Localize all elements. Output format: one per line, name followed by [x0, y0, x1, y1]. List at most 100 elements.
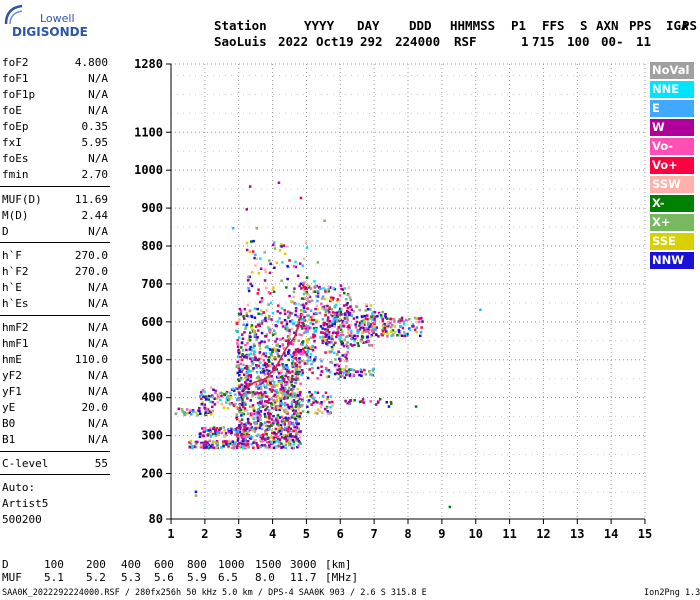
echo-point — [300, 313, 304, 316]
echo-point — [311, 315, 314, 318]
echo-point — [304, 326, 307, 330]
echo-point — [284, 416, 287, 420]
echo-point — [330, 335, 334, 338]
echo-point — [403, 334, 407, 338]
echo-point — [245, 208, 248, 211]
echo-point — [303, 362, 307, 365]
echo-point — [270, 378, 274, 381]
param-label: fmin — [2, 168, 29, 181]
echo-point — [236, 320, 239, 324]
muf-value: 5.1 — [44, 571, 64, 584]
echo-point — [220, 394, 223, 398]
echo-point — [306, 330, 309, 333]
echo-point — [236, 439, 240, 442]
echo-point — [294, 353, 298, 357]
echo-point — [296, 372, 300, 376]
echo-point — [238, 443, 242, 447]
echo-point — [250, 391, 253, 394]
echo-point — [390, 317, 393, 321]
echo-point — [287, 349, 291, 352]
echo-point — [286, 277, 289, 281]
echo-point — [275, 384, 279, 387]
legend-item: NoVal — [650, 62, 694, 79]
echo-point — [252, 441, 255, 444]
echo-point — [271, 379, 274, 382]
echo-point — [387, 320, 390, 324]
echo-point — [258, 381, 262, 384]
echo-point — [273, 371, 276, 374]
echo-point — [236, 338, 239, 342]
distance-value: [km] — [325, 558, 352, 571]
echo-point — [277, 380, 281, 384]
echo-point — [241, 383, 245, 387]
echo-point — [248, 250, 252, 253]
legend-item: W — [650, 119, 694, 136]
echo-point — [297, 394, 300, 397]
echo-point — [292, 429, 295, 433]
echo-point — [238, 393, 241, 396]
echo-point — [266, 372, 270, 375]
echo-point — [259, 414, 262, 418]
echo-point — [205, 408, 208, 412]
echo-point — [288, 337, 292, 341]
echo-point — [188, 441, 191, 444]
echo-point — [212, 427, 215, 431]
echo-point — [278, 317, 281, 320]
header-labels-row: Station YYYY DAY DDD HHMMSS P1 FFS S AXN PPS IGA PS — [0, 18, 700, 34]
echo-point — [216, 395, 220, 399]
echo-point — [268, 425, 272, 428]
echo-point — [402, 320, 406, 323]
echo-point — [238, 373, 241, 377]
echo-point — [316, 412, 319, 415]
muf-row: MUF 5.1 5.2 5.3 5.6 5.9 6.5 8.0 11.7 [MHz] — [2, 571, 382, 585]
echo-point — [323, 308, 326, 311]
echo-point — [306, 307, 309, 310]
echo-point — [300, 287, 303, 290]
echo-point — [316, 261, 320, 264]
echo-point — [348, 374, 352, 378]
echo-point — [269, 352, 272, 355]
echo-point — [292, 424, 296, 427]
echo-point — [336, 315, 339, 319]
y-tick-label: 1000 — [134, 163, 163, 177]
echo-point — [360, 322, 364, 325]
echo-point — [292, 400, 295, 403]
echo-point — [254, 392, 257, 395]
echo-point — [273, 440, 276, 444]
echo-point — [298, 401, 301, 404]
param-value: 2.70 — [81, 168, 109, 181]
echo-point — [254, 438, 257, 442]
echo-point — [246, 397, 249, 400]
echo-point — [369, 373, 372, 376]
echo-point — [300, 333, 303, 337]
echo-point — [244, 438, 247, 441]
echo-point — [355, 316, 359, 319]
echo-point — [205, 446, 208, 449]
echo-point — [201, 401, 205, 404]
echo-point — [349, 305, 352, 309]
echo-point — [237, 427, 241, 431]
echo-point — [260, 437, 264, 440]
echo-point — [327, 290, 330, 293]
echo-point — [280, 245, 283, 248]
echo-point — [299, 435, 302, 439]
echo-point — [338, 334, 341, 338]
echo-point — [313, 358, 316, 361]
echo-point — [241, 444, 244, 448]
echo-point — [405, 334, 409, 337]
echo-point — [292, 290, 296, 294]
echo-point — [270, 424, 273, 427]
echo-point — [280, 279, 283, 282]
echo-point — [240, 341, 244, 345]
param-label: yF2 — [2, 369, 22, 382]
param-row: hmF2 N/A — [2, 320, 108, 336]
echo-point — [289, 380, 293, 384]
echo-point — [296, 396, 300, 400]
echo-point — [307, 300, 310, 303]
echo-point — [268, 398, 271, 401]
legend-item: NNW — [650, 252, 694, 269]
echo-point — [330, 346, 334, 349]
y-tick-label: 700 — [141, 277, 163, 291]
echo-point — [298, 393, 302, 396]
echo-point — [253, 316, 257, 319]
